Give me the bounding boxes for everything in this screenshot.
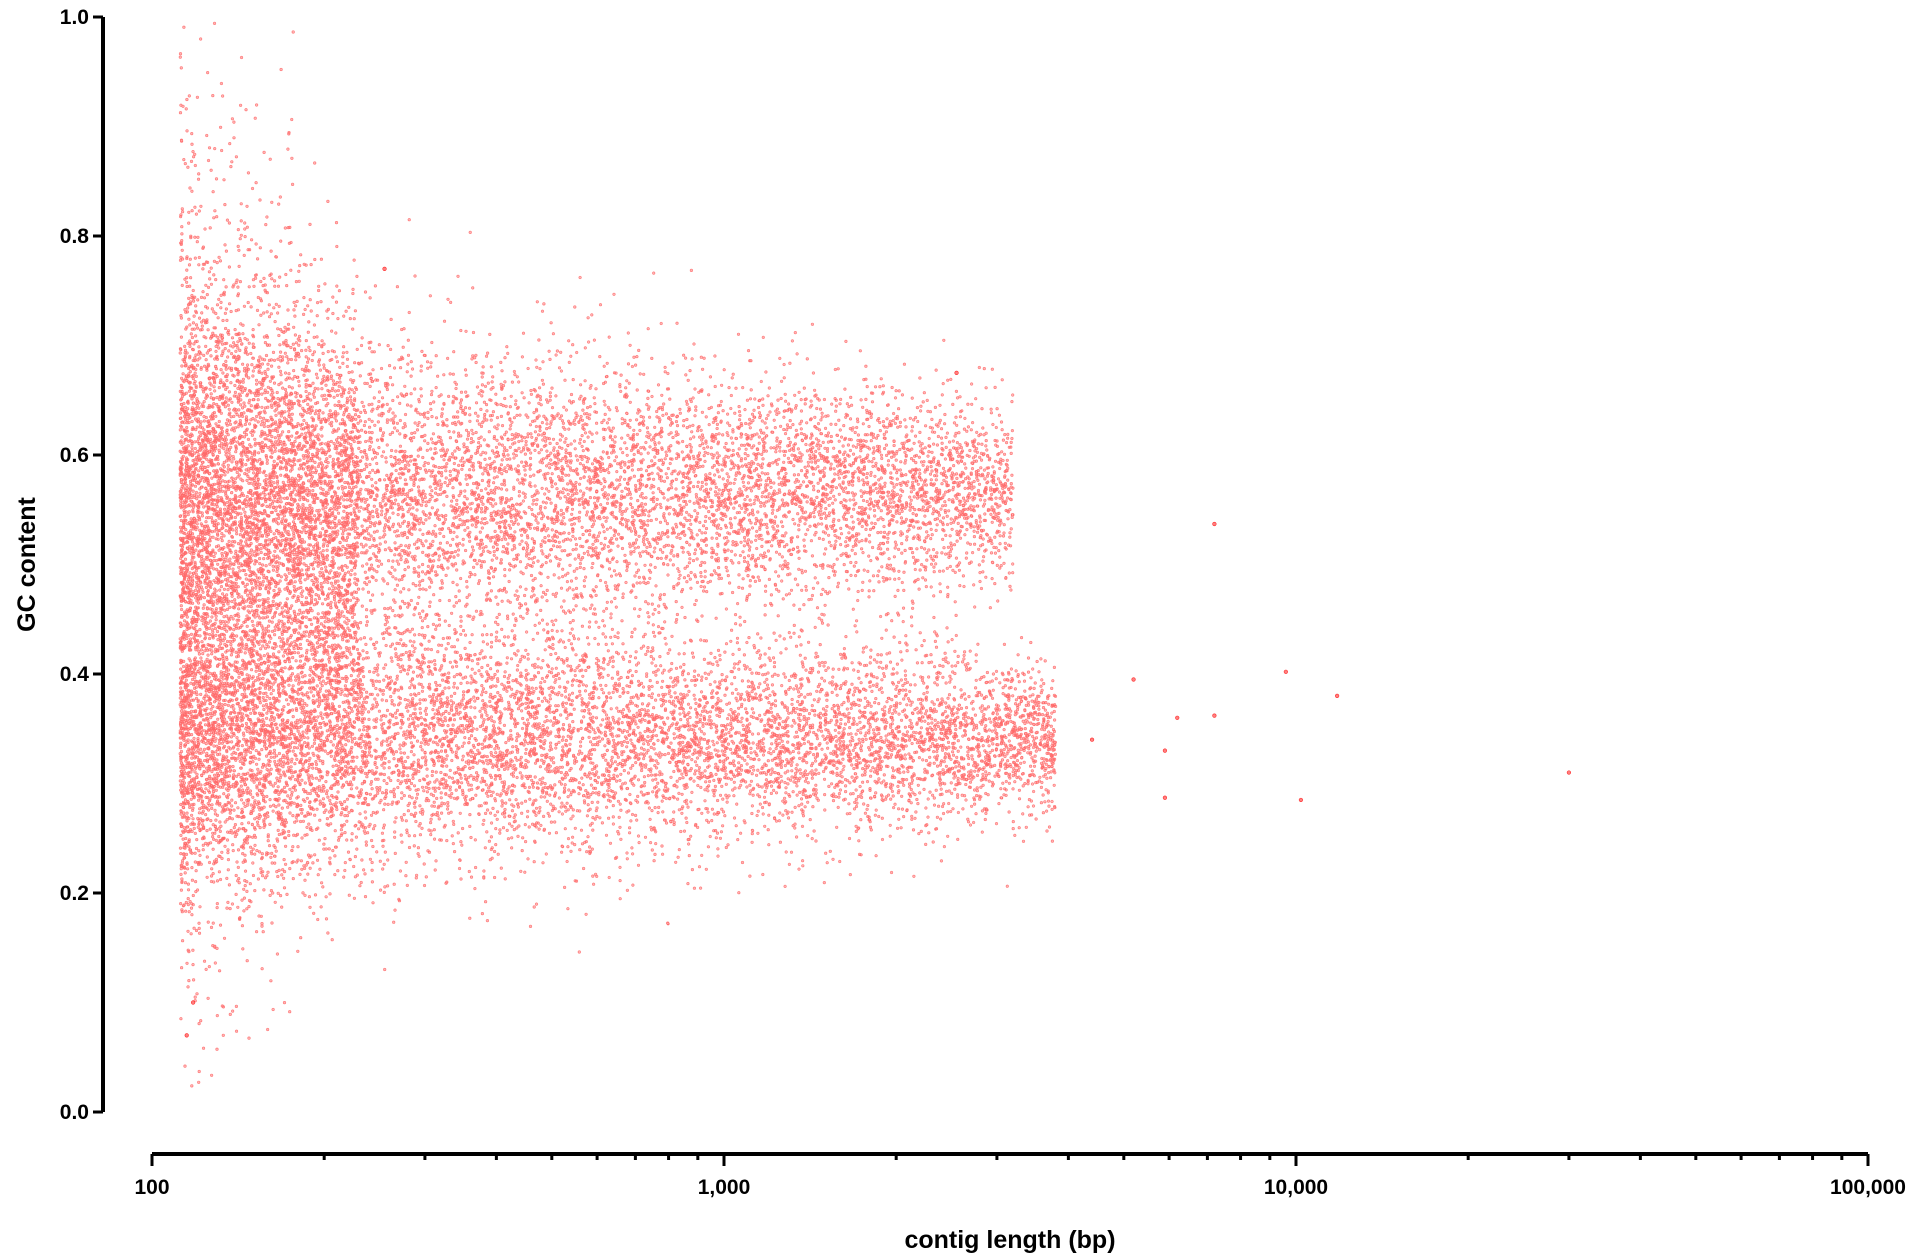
x-axis-ticks: 100 1,000 10,000 100,000 <box>134 1154 1906 1199</box>
y-tick-label: 0.2 <box>60 882 89 905</box>
x-tick-label: 100 <box>134 1176 169 1199</box>
scatter-outlier-point <box>1298 797 1304 803</box>
y-tick-label: 0.8 <box>60 225 90 248</box>
scatter-outlier-point <box>1212 713 1217 718</box>
scatter-outlier-point <box>1131 677 1136 682</box>
y-axis-title: GC content <box>13 496 41 631</box>
y-tick-label: 0.4 <box>60 663 90 686</box>
scatter-points <box>178 21 1572 1088</box>
x-axis-title: contig length (bp) <box>904 1226 1115 1254</box>
scatter-outlier-point <box>1175 715 1180 720</box>
x-tick-label: 10,000 <box>1264 1176 1328 1199</box>
scatter-outlier-point <box>1089 737 1095 742</box>
scatter-outlier-point <box>382 266 387 271</box>
scatter-outlier-point <box>1335 693 1340 699</box>
x-tick-label: 1,000 <box>698 1176 751 1199</box>
scatter-outlier-point <box>191 1000 196 1005</box>
scatter-outlier-point <box>1566 770 1572 775</box>
y-axis-ticks: 0.0 0.2 0.4 0.6 0.8 1.0 <box>60 6 103 1124</box>
axes: 0.0 0.2 0.4 0.6 0.8 1.0 100 1,000 10,000 100,000 <box>60 6 1906 1199</box>
scatter-outlier-point <box>1283 669 1288 674</box>
scatter-outlier-point <box>1162 795 1168 800</box>
scatter-outlier-point <box>954 370 959 375</box>
scatter-outlier-point <box>184 1033 189 1038</box>
y-tick-label: 0.6 <box>60 444 89 467</box>
scatter-point-cloud <box>178 21 1058 1088</box>
scatter-outlier-point <box>1212 521 1217 527</box>
y-tick-label: 1.0 <box>60 6 89 29</box>
y-tick-label: 0.0 <box>60 1101 89 1124</box>
scatter-outlier-point <box>1162 748 1168 753</box>
x-tick-label: 100,000 <box>1830 1176 1906 1199</box>
